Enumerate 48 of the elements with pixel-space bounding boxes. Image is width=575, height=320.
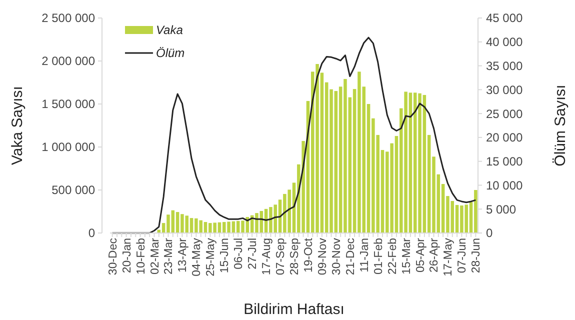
x-tick-label: 21-Dec [344, 238, 357, 276]
x-tick-label: 23-Mar [163, 238, 176, 274]
y-tick-label: 0 [88, 226, 96, 240]
y-tick-label: 2 000 000 [42, 54, 96, 68]
x-tick-label: 28-Jun [470, 238, 483, 274]
y2-axis-title: Ölüm Sayısı [552, 84, 569, 166]
y2-tick-label: 25 000 [486, 106, 524, 121]
y2-tick-label: 20 000 [486, 130, 524, 145]
x-tick-label: 06-Jul [233, 238, 246, 270]
x-tick-label: 15-Mar [400, 238, 413, 274]
x-tick-label: 15-Jun [219, 238, 232, 274]
x-axis-title: Bildirim Haftası [244, 301, 344, 318]
legend-label: Vaka [156, 23, 184, 38]
y-axis-title: Vaka Sayısı [9, 86, 26, 165]
x-tick-label: 22-Feb [386, 238, 399, 274]
y2-tick-label: 35 000 [486, 58, 524, 73]
x-tick-label: 17-Aug [261, 238, 274, 276]
x-tick-label: 11-Jan [358, 238, 371, 272]
x-tick-label: 27-Jul [247, 238, 260, 270]
y2-tick-label: 5 000 [486, 202, 516, 216]
y2-tick-label: 45 000 [486, 11, 524, 26]
y2-tick-label: 0 [486, 226, 493, 240]
y-tick-label: 1 000 000 [42, 140, 96, 154]
x-tick-label: 07-Jun [456, 238, 469, 274]
x-tick-label: 02-Mar [149, 238, 162, 274]
y2-tick-label: 10 000 [486, 178, 524, 192]
y-tick-label: 500 000 [52, 183, 96, 198]
x-tick-label: 19-Oct [302, 237, 315, 273]
legend-label: Ölüm [156, 46, 185, 60]
x-tick-label: 25-May [205, 238, 218, 276]
x-tick-label: 30-Dec [107, 238, 120, 276]
x-tick-label: 28-Sep [289, 238, 301, 276]
x-tick-label: 05-Apr [414, 238, 427, 273]
x-tick-label: 17-May [442, 238, 455, 276]
x-tick-label: 26-Apr [428, 238, 441, 273]
x-tick-label: 13-Apr [177, 238, 190, 273]
y2-tick-label: 30 000 [486, 82, 524, 97]
y2-tick-label: 15 000 [486, 154, 524, 169]
x-tick-label: 01-Feb [372, 238, 385, 274]
x-tick-label: 20-Jan [121, 238, 134, 274]
y-tick-label: 2 500 000 [42, 11, 96, 26]
x-tick-label: 30-Nov [330, 238, 343, 276]
x-tick-label: 04-May [191, 238, 204, 276]
y2-tick-label: 40 000 [486, 35, 524, 50]
x-tick-label: 07-Sep [275, 238, 288, 276]
x-tick-label: 10-Feb [135, 238, 148, 274]
y-tick-label: 1 500 000 [42, 97, 96, 112]
x-tick-label: 09-Nov [316, 238, 329, 276]
